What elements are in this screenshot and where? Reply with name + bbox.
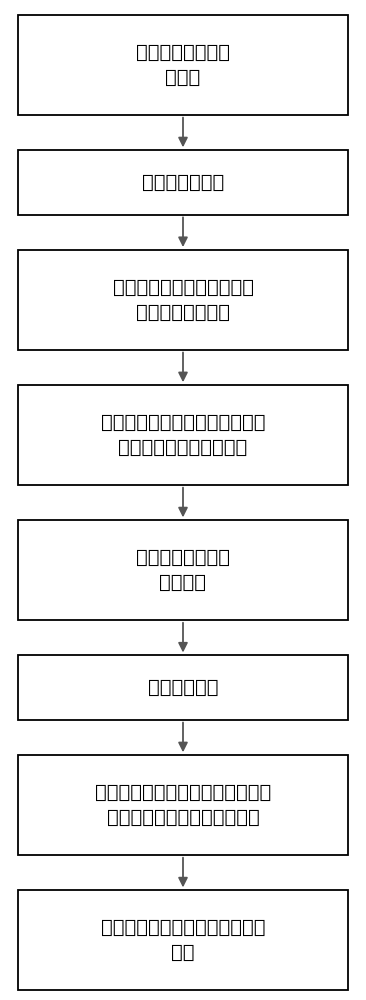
- Text: 设置星地信道模拟
器参数: 设置星地信道模拟 器参数: [136, 43, 230, 87]
- Text: 接收业务信息，完成射频一致性
测试: 接收业务信息，完成射频一致性 测试: [101, 918, 265, 962]
- FancyBboxPatch shape: [18, 385, 348, 485]
- FancyBboxPatch shape: [18, 755, 348, 855]
- FancyBboxPatch shape: [18, 655, 348, 720]
- FancyBboxPatch shape: [18, 520, 348, 620]
- Text: 设置衰减器参数: 设置衰减器参数: [142, 173, 224, 192]
- FancyBboxPatch shape: [18, 890, 348, 990]
- FancyBboxPatch shape: [18, 150, 348, 215]
- Text: 设置逻辑信道信息发生器控制信
息，射频上下变频器参数: 设置逻辑信道信息发生器控制信 息，射频上下变频器参数: [101, 413, 265, 457]
- Text: 发射频率校正信道
调制数据: 发射频率校正信道 调制数据: [136, 548, 230, 592]
- FancyBboxPatch shape: [18, 15, 348, 115]
- Text: 接收并解调随机接入信道信息，发
送时间偏差信息、时隙、频率: 接收并解调随机接入信道信息，发 送时间偏差信息、时隙、频率: [95, 783, 271, 827]
- FancyBboxPatch shape: [18, 250, 348, 350]
- Text: 设置逻辑信道信息发生器产
生的广播信息参数: 设置逻辑信道信息发生器产 生的广播信息参数: [112, 278, 254, 322]
- Text: 发射广播信息: 发射广播信息: [148, 678, 218, 697]
